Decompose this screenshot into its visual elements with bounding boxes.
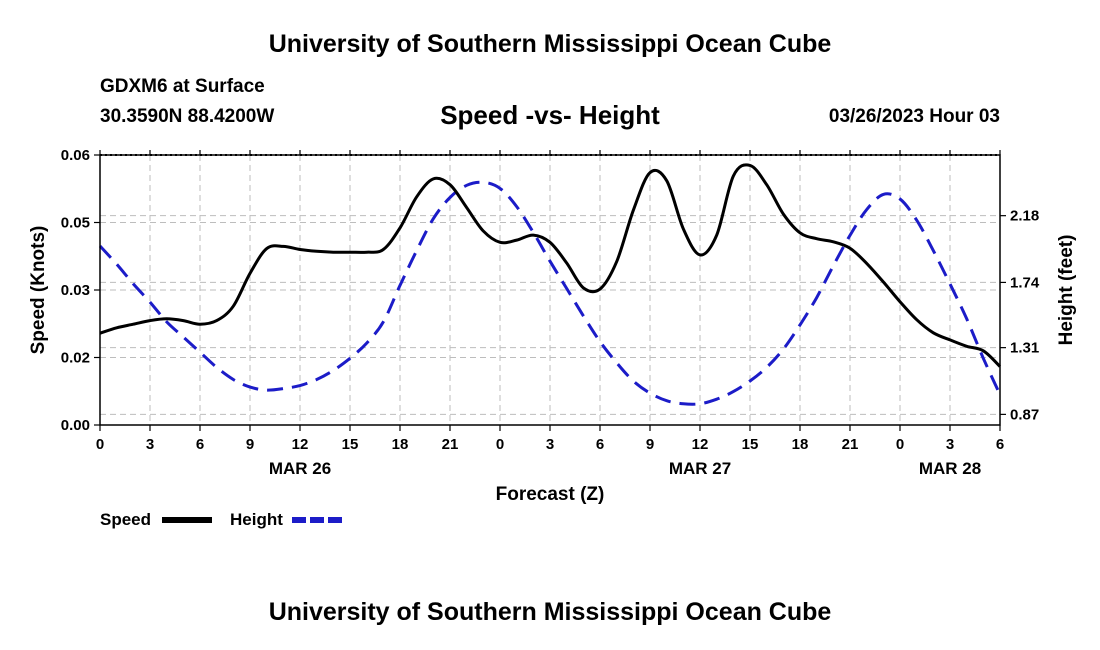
y-left-tick-label: 0.05 [61, 215, 90, 232]
bottom-title: University of Southern Mississippi Ocean… [268, 598, 832, 626]
date-label: MAR 27 [669, 459, 731, 478]
x-tick-label: 0 [496, 436, 504, 453]
x-tick-label: 6 [596, 436, 604, 453]
date-label: MAR 26 [269, 459, 331, 478]
y-left-tick-label: 0.02 [61, 350, 90, 367]
station-label: GDXM6 at Surface [100, 76, 265, 97]
x-tick-label: 18 [792, 436, 809, 453]
x-tick-label: 12 [292, 436, 309, 453]
x-tick-label: 18 [392, 436, 409, 453]
axes: 0 3 6 9 12 15 18 21 0 3 6 9 12 15 18 21 0 3 6 MAR 26 MAR 27 M… [61, 147, 1040, 478]
y-left-tick-label: 0.06 [61, 147, 90, 164]
legend-label-speed: Speed [100, 510, 151, 529]
date-label: MAR 28 [919, 459, 981, 478]
y-right-tick-label: 2.18 [1010, 208, 1039, 225]
x-tick-label: 21 [442, 436, 459, 453]
x-tick-label: 15 [742, 436, 759, 453]
x-axis-label: Forecast (Z) [496, 484, 605, 505]
series-layer [98, 163, 1002, 406]
x-tick-label: 9 [246, 436, 254, 453]
forecast-datetime: 03/26/2023 Hour 03 [828, 106, 1000, 127]
y-right-tick-label: 1.31 [1010, 340, 1039, 357]
y-axis-right-label: Height (feet) [1056, 235, 1077, 346]
series-line-speed [99, 163, 1002, 368]
y-right-tick-label: 0.87 [1010, 406, 1039, 423]
x-tick-label: 9 [646, 436, 654, 453]
chart-title: Speed -vs- Height [440, 100, 660, 130]
x-tick-label: 0 [896, 436, 904, 453]
series-line-height [98, 180, 1002, 406]
x-tick-label: 3 [146, 436, 154, 453]
y-axis-left-label: Speed (Knots) [28, 226, 49, 355]
x-tick-label: 3 [546, 436, 554, 453]
x-tick-label: 6 [196, 436, 204, 453]
x-tick-label: 21 [842, 436, 859, 453]
legend-label-height: Height [230, 510, 283, 529]
x-tick-label: 0 [96, 436, 104, 453]
x-tick-label: 6 [996, 436, 1004, 453]
x-tick-label: 3 [946, 436, 954, 453]
top-title: University of Southern Mississippi Ocean… [268, 30, 832, 58]
x-tick-label: 12 [692, 436, 709, 453]
y-left-tick-label: 0.03 [61, 282, 90, 299]
coordinates-label: 30.3590N 88.4200W [100, 106, 275, 127]
y-right-tick-label: 1.74 [1010, 274, 1040, 291]
grid [100, 155, 1000, 425]
legend: Speed Height [100, 510, 342, 529]
x-tick-label: 15 [342, 436, 359, 453]
y-left-tick-label: 0.00 [61, 417, 90, 434]
